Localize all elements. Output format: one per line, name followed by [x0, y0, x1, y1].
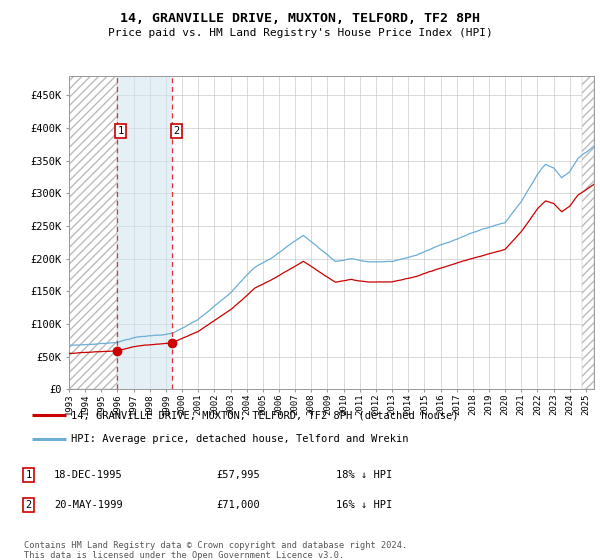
Bar	[117, 76, 172, 389]
Text: HPI: Average price, detached house, Telford and Wrekin: HPI: Average price, detached house, Telf…	[71, 434, 409, 444]
Text: 14, GRANVILLE DRIVE, MUXTON, TELFORD, TF2 8PH (detached house): 14, GRANVILLE DRIVE, MUXTON, TELFORD, TF…	[71, 410, 459, 421]
Text: 14, GRANVILLE DRIVE, MUXTON, TELFORD, TF2 8PH: 14, GRANVILLE DRIVE, MUXTON, TELFORD, TF…	[120, 12, 480, 25]
Text: 16% ↓ HPI: 16% ↓ HPI	[336, 500, 392, 510]
Text: 1: 1	[26, 470, 32, 480]
Text: £57,995: £57,995	[216, 470, 260, 480]
Text: 2: 2	[173, 126, 179, 136]
Text: 18-DEC-1995: 18-DEC-1995	[54, 470, 123, 480]
Bar	[582, 76, 594, 389]
Text: Contains HM Land Registry data © Crown copyright and database right 2024.
This d: Contains HM Land Registry data © Crown c…	[24, 541, 407, 560]
Text: Price paid vs. HM Land Registry's House Price Index (HPI): Price paid vs. HM Land Registry's House …	[107, 28, 493, 38]
Text: 20-MAY-1999: 20-MAY-1999	[54, 500, 123, 510]
Text: £71,000: £71,000	[216, 500, 260, 510]
Text: 1: 1	[118, 126, 124, 136]
Text: 18% ↓ HPI: 18% ↓ HPI	[336, 470, 392, 480]
Bar	[69, 76, 117, 389]
Text: 2: 2	[26, 500, 32, 510]
